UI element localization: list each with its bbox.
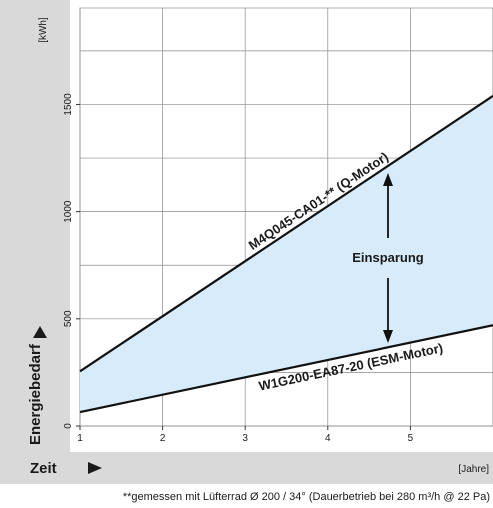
y-unit-label: [kWh] <box>38 17 49 43</box>
y-tick-label: 1000 <box>63 200 74 223</box>
y-tick-label: 0 <box>63 423 74 429</box>
footnote: **gemessen mit Lüfterrad Ø 200 / 34° (Da… <box>123 491 490 503</box>
x-tick-label: 4 <box>325 433 331 444</box>
y-arrow-icon <box>33 326 47 338</box>
x-arrow-icon <box>88 462 102 474</box>
series-lines <box>79 94 493 414</box>
x-axis-title: Zeit <box>30 460 102 477</box>
x-unit-label: [Jahre] <box>458 464 489 475</box>
x-tick-label: 5 <box>408 433 414 444</box>
x-tick-label: 3 <box>242 433 248 444</box>
svg-text:Energiebedarf: Energiebedarf <box>27 343 44 445</box>
svg-text:Zeit: Zeit <box>30 460 57 477</box>
savings-arrow <box>383 173 393 343</box>
y-axis-title: Energiebedarf <box>27 326 47 445</box>
series-line-0 <box>79 94 493 373</box>
y-tick-label: 1500 <box>63 93 74 116</box>
y-tick-label: 500 <box>63 310 74 327</box>
x-tick-label: 2 <box>160 433 166 444</box>
series-line-1 <box>79 324 493 414</box>
axis-ticks: 1 2 3 4 5 0 500 1000 1500 <box>63 93 414 444</box>
x-axis-band <box>0 452 493 484</box>
grid <box>79 8 493 427</box>
y-axis-band <box>0 0 70 452</box>
x-tick-label: 1 <box>77 433 83 444</box>
savings-label: Einsparung <box>352 250 424 265</box>
